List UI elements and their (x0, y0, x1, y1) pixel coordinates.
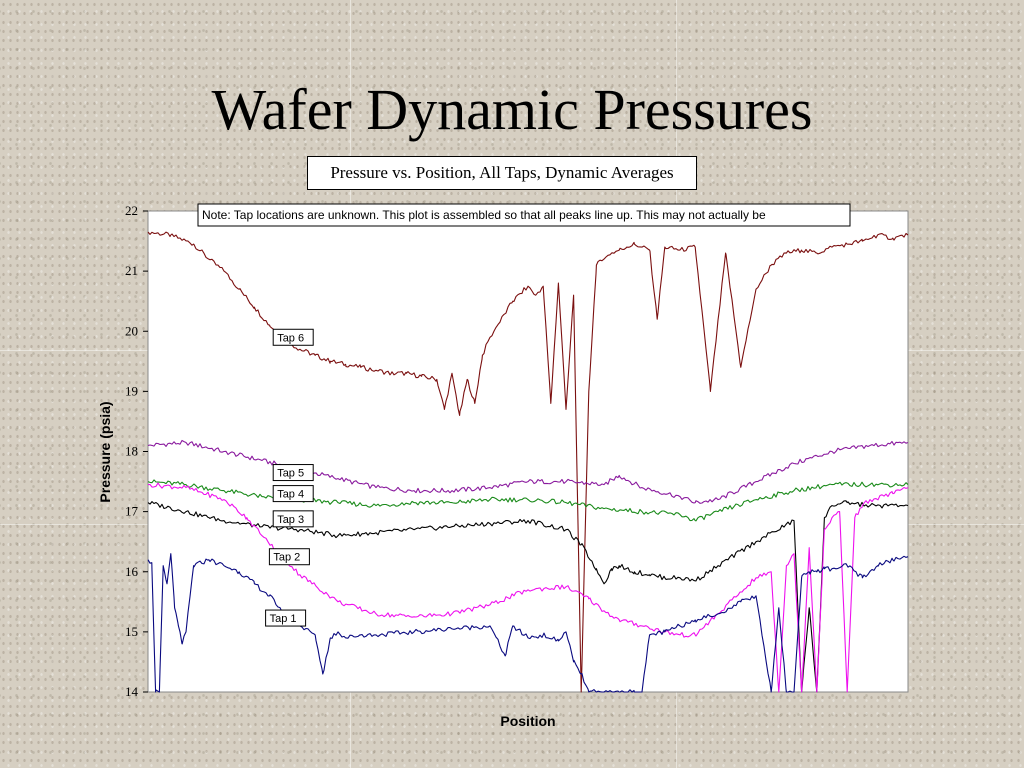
y-tick-label: 17 (125, 504, 139, 519)
series-line-tap-3 (147, 500, 909, 693)
note-box: Note: Tap locations are unknown. This pl… (197, 203, 851, 227)
tap-label-5: Tap 5 (277, 468, 304, 480)
plot-area (147, 210, 909, 693)
y-tick-label: 15 (125, 624, 138, 639)
y-axis-label: Pressure (psia) (97, 401, 113, 502)
tap-labels: Tap 6 Tap 5 Tap 4 Tap 3 Tap 2 Tap 1 (265, 328, 314, 627)
note-box-frame (197, 203, 851, 227)
tap-label-6: Tap 6 (277, 332, 304, 344)
tap-label-4: Tap 4 (277, 489, 304, 501)
tap-label-2: Tap 2 (273, 552, 300, 564)
tap-label-box (272, 510, 314, 528)
chart-title: Pressure vs. Position, All Taps, Dynamic… (307, 156, 697, 190)
y-tick-label: 16 (125, 564, 139, 579)
y-tick-label: 21 (125, 263, 138, 278)
tap-label-box (272, 328, 314, 346)
tap-label-box (268, 548, 310, 566)
y-axis: 14 15 16 17 18 19 20 21 22 (125, 203, 148, 699)
y-tick-label: 22 (125, 203, 138, 218)
tap-label-3: Tap 3 (277, 514, 304, 526)
y-tick-label: 14 (125, 684, 139, 699)
tap-label-box (272, 485, 314, 503)
tap-label-1: Tap 1 (270, 613, 297, 625)
y-tick-label: 20 (125, 323, 138, 338)
x-axis-label: Position (500, 713, 555, 729)
note-text: Note: Tap locations are unknown. This pl… (202, 208, 766, 222)
tap-label-box (265, 609, 307, 627)
slide-title: Wafer Dynamic Pressures (211, 77, 813, 142)
series-line-tap-5 (147, 439, 909, 504)
y-tick-label: 19 (125, 383, 138, 398)
y-tick-label: 18 (125, 444, 138, 459)
tap-label-box (272, 464, 314, 482)
series-line-tap-1 (147, 553, 909, 693)
